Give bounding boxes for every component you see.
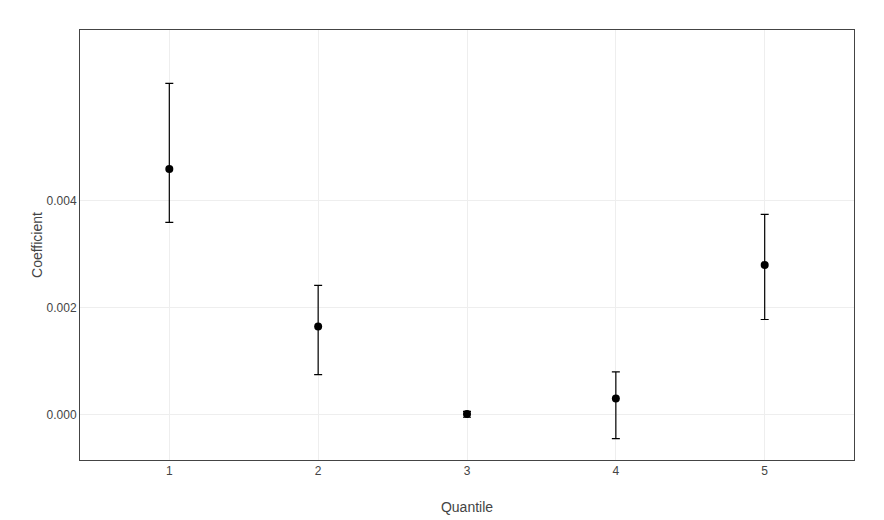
svg-text:1: 1 [166,464,173,478]
svg-text:4: 4 [613,464,620,478]
svg-text:5: 5 [761,464,768,478]
svg-text:0.002: 0.002 [47,301,77,315]
svg-text:0.004: 0.004 [47,194,77,208]
svg-text:Coefficient: Coefficient [29,212,45,278]
svg-text:0.000: 0.000 [47,408,77,422]
svg-text:Quantile: Quantile [441,499,493,515]
svg-text:3: 3 [464,464,471,478]
svg-text:2: 2 [315,464,322,478]
